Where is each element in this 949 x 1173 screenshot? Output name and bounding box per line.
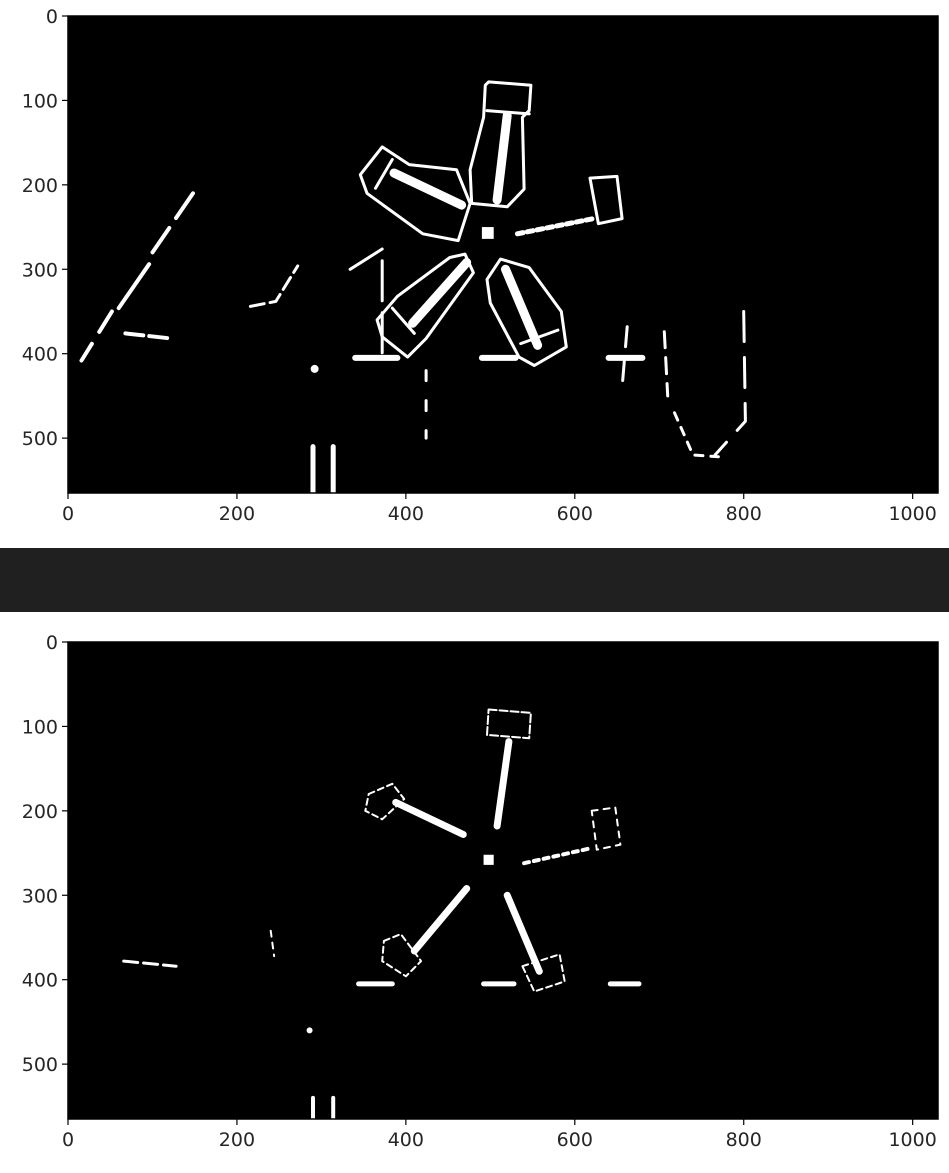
image-plot-top-svg: 0 200 400 600 800 1000 0 100 200 300 400 500 — [22, 6, 939, 525]
panel-separator — [0, 548, 949, 612]
bottom-edge-segment — [410, 885, 471, 955]
top-y-tick-label: 400 — [22, 344, 58, 366]
top-y-tick-label: 0 — [46, 6, 58, 28]
top-edge-segment — [358, 145, 472, 243]
bottom-edge-segment — [503, 891, 543, 975]
top-edge-segment — [408, 258, 472, 328]
bottom-edge-map — [122, 708, 642, 1121]
bottom-y-tick-label: 300 — [22, 885, 58, 907]
bottom-edge-segment — [493, 738, 513, 830]
bottom-axes-frame — [67, 641, 939, 1120]
top-edge-segment — [468, 80, 533, 209]
bottom-x-tick-label: 1000 — [888, 1129, 936, 1151]
top-y-tick-label: 500 — [22, 428, 58, 450]
bottom-edge-segment — [522, 846, 594, 866]
top-x-tick-label: 400 — [388, 503, 424, 525]
image-plot-bottom-svg: 0 200 400 600 800 1000 0 100 200 300 400 500 — [22, 632, 939, 1151]
top-edge-segment — [481, 227, 494, 239]
image-plot-bottom: 0 200 400 600 800 1000 0 100 200 300 400 500 — [0, 612, 949, 1169]
top-edge-segment — [492, 111, 512, 205]
top-edge-segment — [116, 262, 152, 311]
bottom-y-tick-label: 200 — [22, 801, 58, 823]
bottom-edge-segment — [392, 798, 467, 838]
bottom-edge-segment — [483, 854, 494, 865]
image-plot-top: 0 200 400 600 800 1000 0 100 200 300 400 500 — [0, 0, 949, 540]
top-x-tick-label: 200 — [219, 503, 255, 525]
top-edge-segment — [123, 331, 173, 341]
bottom-x-tick-label: 400 — [388, 1129, 424, 1151]
bottom-edge-segment — [122, 959, 178, 968]
top-edge-segment — [485, 257, 568, 367]
top-x-tick-label: 1000 — [888, 503, 936, 525]
top-y-tick-label: 200 — [22, 175, 58, 197]
bottom-x-tick-label: 600 — [557, 1129, 593, 1151]
bottom-edge-segment — [521, 953, 566, 993]
top-edge-segment — [390, 306, 416, 335]
bottom-edge-segment — [269, 929, 276, 958]
top-edge-segment — [588, 174, 624, 226]
bottom-edge-segment — [486, 708, 532, 740]
bottom-y-tick-label: 400 — [22, 970, 58, 992]
top-edge-segment — [389, 168, 467, 210]
top-y-tick-label: 100 — [22, 90, 58, 112]
top-edge-segment — [501, 264, 543, 350]
bottom-y-tick-label: 500 — [22, 1054, 58, 1076]
top-edge-segment — [310, 364, 319, 373]
bottom-edge-segment — [306, 1027, 313, 1034]
bottom-x-tick-label: 0 — [62, 1129, 74, 1151]
top-edge-segment — [248, 264, 300, 308]
bottom-y-tick-label: 0 — [46, 632, 58, 654]
top-edge-segment — [713, 310, 747, 457]
top-image-area — [68, 16, 938, 493]
top-edge-segment — [485, 109, 531, 116]
bottom-edge-segment — [381, 933, 423, 978]
bottom-y-tick-label: 100 — [22, 716, 58, 738]
top-y-tick-label: 300 — [22, 259, 58, 281]
bottom-edge-segment — [364, 782, 406, 821]
top-edge-segment — [374, 158, 394, 190]
top-x-tick-label: 0 — [62, 503, 74, 525]
top-edge-segment — [620, 325, 629, 389]
top-edge-segment — [150, 191, 195, 255]
top-edge-segment — [662, 330, 670, 398]
top-edge-segment — [514, 216, 596, 237]
top-x-tick-label: 800 — [726, 503, 762, 525]
top-axes-frame — [67, 15, 939, 494]
bottom-x-tick-label: 200 — [219, 1129, 255, 1151]
top-edge-segment — [79, 309, 114, 363]
top-edge-segment — [348, 247, 384, 271]
top-edge-map — [79, 80, 747, 496]
top-edge-segment — [519, 328, 560, 346]
top-x-tick-label: 600 — [557, 503, 593, 525]
bottom-edge-segment — [590, 806, 622, 851]
bottom-image-area — [68, 642, 938, 1119]
bottom-x-tick-label: 800 — [726, 1129, 762, 1151]
top-edge-segment — [673, 411, 720, 459]
